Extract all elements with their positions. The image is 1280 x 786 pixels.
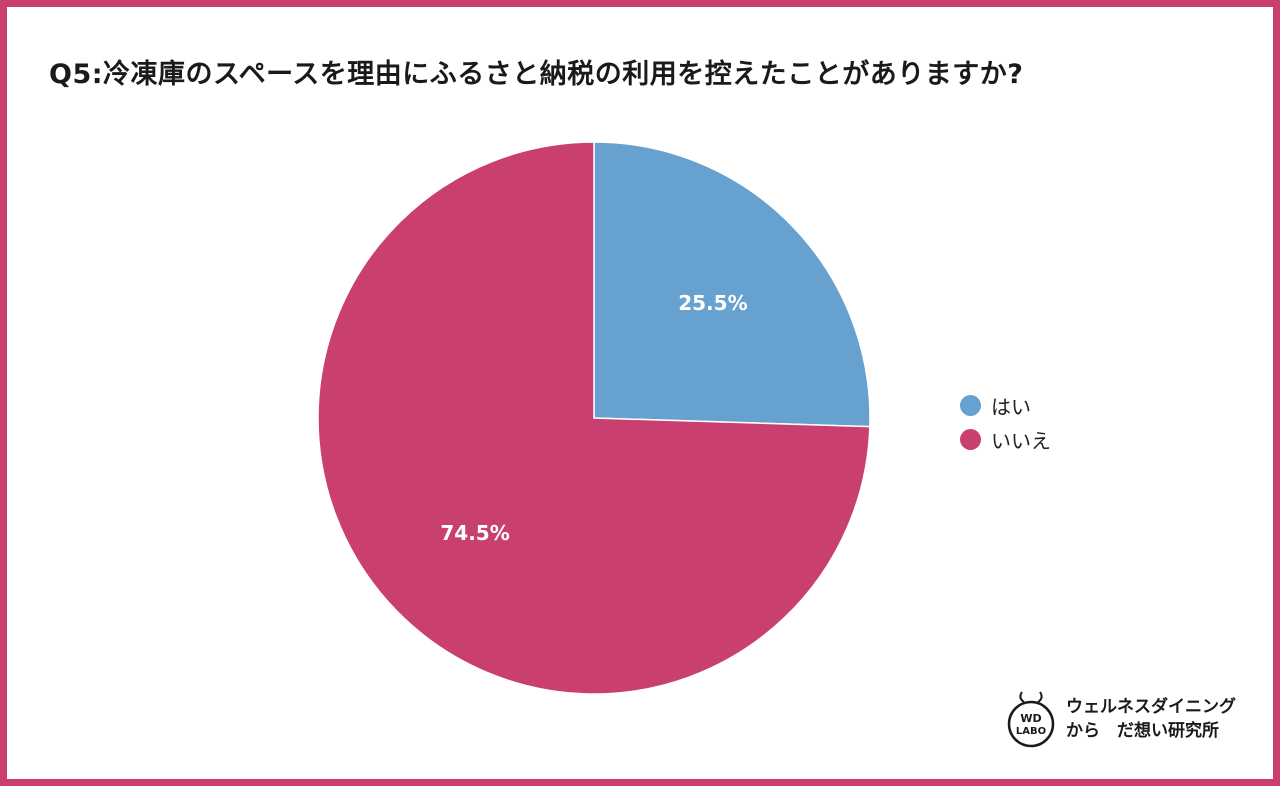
legend: はい いいえ [960,388,1051,456]
pie-slice-no [317,141,871,695]
brand-text-line2: から だ想い研究所 [1066,721,1219,741]
chart-title: Q5:冷凍庫のスペースを理由にふるさと納税の利用を控えたことがありますか? [49,59,1024,90]
data-label-no: 74.5% [440,521,509,545]
pie-labels: 25.5% 74.5% [440,291,747,545]
legend-label-no: いいえ [991,428,1051,453]
pie-slices [317,141,871,695]
legend-label-yes: はい [991,394,1031,419]
brand-text: ウェルネスダイニング から だ想い研究所 [1066,695,1236,743]
pie-slice-yes [593,141,871,428]
data-label-yes: 25.5% [678,291,747,315]
legend-item-no: いいえ [960,422,1051,456]
logo-text-wd: WD [1020,712,1041,725]
brand-text-line1: ウェルネスダイニング [1066,697,1236,717]
legend-swatch-no [960,428,981,450]
wd-labo-logo: WD LABO [1004,688,1060,750]
logo-text-labo: LABO [1016,726,1046,737]
legend-swatch-yes [960,394,981,416]
legend-item-yes: はい [960,388,1051,422]
brand-footer: WD LABO ウェルネスダイニング から だ想い研究所 [1004,688,1236,750]
